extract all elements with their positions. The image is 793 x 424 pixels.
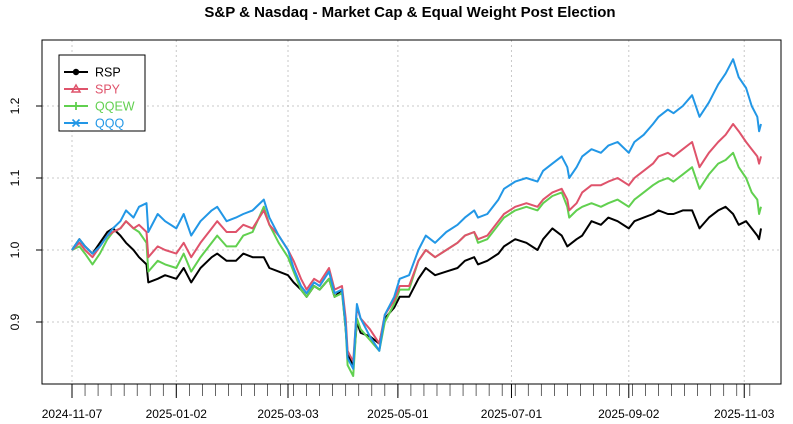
x-tick-label: 2025-09-02 [598,407,660,421]
series-line-spy [71,123,762,363]
legend-marker-dot [72,68,80,76]
series-line-qqew [71,151,762,377]
legend-label-spy: SPY [95,83,121,97]
y-tick-label: 1.0 [8,241,22,258]
legend-label-rsp: RSP [95,66,121,80]
grid-layer [42,40,781,384]
legend-marker-triangle [70,83,82,93]
y-tick-label: 0.9 [8,313,22,330]
x-tick-label: 2024-11-07 [42,407,103,421]
legend-box [58,54,146,132]
legend-label-qqq: QQQ [95,117,124,131]
y-axis: 0.9 1.0 1.1 1.2 [8,97,42,330]
x-axis: 2024-11-07 2025-01-02 2025-03-03 2025-05-01… [42,383,775,421]
series-line-rsp [71,205,762,367]
y-tick-label: 1.2 [8,97,22,114]
legend-label-qqew: QQEW [95,100,135,114]
legend-marker-cross [71,118,81,128]
x-tick-label: 2025-05-01 [367,407,429,421]
x-tick-label: 2025-03-03 [257,407,319,421]
x-tick-label: 2025-01-02 [146,407,208,421]
series-line-qqq [71,58,762,370]
x-tick-label: 2025-11-03 [714,407,775,421]
legend: RSP SPY QQEW QQQ [58,54,146,132]
plot-frame [41,39,782,385]
x-tick-label: 2025-07-01 [481,407,543,421]
y-tick-label: 1.1 [8,169,22,186]
chart-title: S&P & Nasdaq - Market Cap & Equal Weight… [204,4,615,21]
series-layer [71,58,762,377]
